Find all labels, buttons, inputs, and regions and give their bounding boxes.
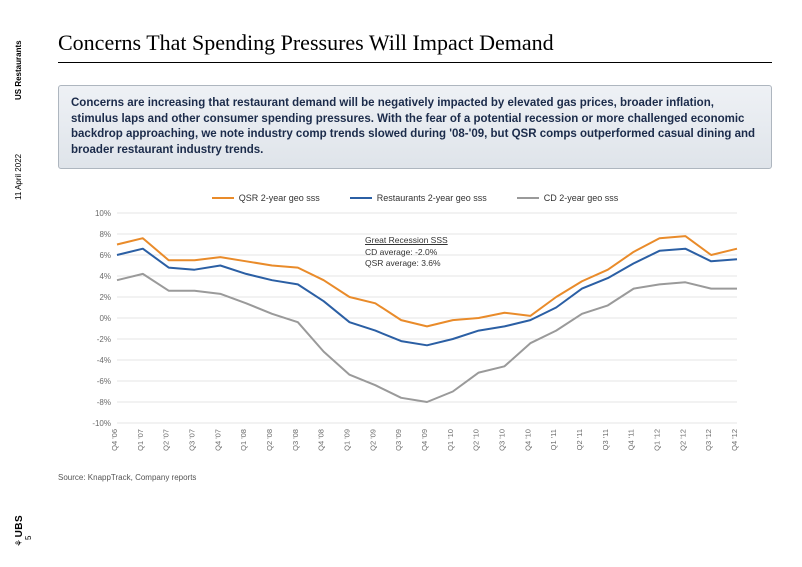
svg-text:Q2 '10: Q2 '10 <box>472 429 481 451</box>
svg-text:8%: 8% <box>99 230 111 239</box>
sidebar-logo: ⚘UBS <box>14 515 25 547</box>
chart-annotation: Great Recession SSS CD average: -2.0% QS… <box>365 235 448 269</box>
svg-text:Q3 '11: Q3 '11 <box>601 429 610 450</box>
svg-text:Q3 '07: Q3 '07 <box>188 429 197 451</box>
ubs-keys-icon: ⚘ <box>14 538 24 547</box>
svg-text:Q1 '09: Q1 '09 <box>343 429 352 451</box>
legend-swatch <box>212 197 234 199</box>
svg-text:Q4 '08: Q4 '08 <box>317 429 326 451</box>
line-chart: -10% -8% -6% -4% -2% 0% 2% 4% 6% 8% 10% Q4 '06 Q1 '0… <box>75 207 755 467</box>
svg-text:Q1 '07: Q1 '07 <box>136 429 145 451</box>
annotation-title: Great Recession SSS <box>365 235 448 245</box>
svg-text:2%: 2% <box>99 293 111 302</box>
svg-text:0%: 0% <box>99 314 111 323</box>
legend-item: QSR 2-year geo sss <box>212 193 320 203</box>
svg-text:Q4 '07: Q4 '07 <box>213 429 222 451</box>
svg-text:Q4 '12: Q4 '12 <box>730 429 739 451</box>
sidebar-page-number: 5 <box>24 536 33 540</box>
svg-text:Q3 '10: Q3 '10 <box>498 429 507 451</box>
svg-text:4%: 4% <box>99 272 111 281</box>
annotation-line-1: CD average: -2.0% <box>365 247 437 257</box>
svg-text:Q2 '09: Q2 '09 <box>368 429 377 451</box>
legend-swatch <box>517 197 539 199</box>
svg-text:Q2 '11: Q2 '11 <box>575 429 584 450</box>
sidebar-heading: US Restaurants <box>14 40 23 100</box>
svg-text:Q2 '08: Q2 '08 <box>265 429 274 451</box>
svg-text:Q1 '08: Q1 '08 <box>239 429 248 451</box>
page: US Restaurants 11 April 2022 ⚘UBS 5 Conc… <box>0 0 802 567</box>
svg-text:Q3 '08: Q3 '08 <box>291 429 300 451</box>
svg-text:-4%: -4% <box>97 356 111 365</box>
legend-label: CD 2-year geo sss <box>544 193 619 203</box>
svg-text:Q2 '07: Q2 '07 <box>162 429 171 451</box>
chart-legend: QSR 2-year geo sss Restaurants 2-year geo… <box>58 193 772 203</box>
svg-text:Q4 '11: Q4 '11 <box>627 429 636 450</box>
main-content: Concerns That Spending Pressures Will Im… <box>58 30 772 543</box>
svg-text:Q4 '10: Q4 '10 <box>523 429 532 451</box>
page-title: Concerns That Spending Pressures Will Im… <box>58 30 772 63</box>
left-sidebar: US Restaurants 11 April 2022 ⚘UBS 5 <box>0 0 40 567</box>
svg-text:10%: 10% <box>95 209 111 218</box>
chart-source: Source: KnappTrack, Company reports <box>58 473 772 482</box>
svg-text:Q1 '11: Q1 '11 <box>549 429 558 450</box>
legend-item: Restaurants 2-year geo sss <box>350 193 487 203</box>
svg-text:6%: 6% <box>99 251 111 260</box>
sidebar-date: 11 April 2022 <box>14 154 23 200</box>
svg-text:Q1 '12: Q1 '12 <box>653 429 662 451</box>
svg-text:Q4 '09: Q4 '09 <box>420 429 429 451</box>
annotation-line-2: QSR average: 3.6% <box>365 258 441 268</box>
svg-text:-2%: -2% <box>97 335 111 344</box>
legend-swatch <box>350 197 372 199</box>
svg-text:Q3 '09: Q3 '09 <box>394 429 403 451</box>
svg-text:-6%: -6% <box>97 377 111 386</box>
summary-callout: Concerns are increasing that restaurant … <box>58 85 772 169</box>
svg-text:-10%: -10% <box>92 419 111 428</box>
svg-text:Q3 '12: Q3 '12 <box>704 429 713 451</box>
svg-text:-8%: -8% <box>97 398 111 407</box>
legend-label: Restaurants 2-year geo sss <box>377 193 487 203</box>
legend-item: CD 2-year geo sss <box>517 193 619 203</box>
svg-text:Q2 '12: Q2 '12 <box>678 429 687 451</box>
svg-text:Q1 '10: Q1 '10 <box>446 429 455 451</box>
legend-label: QSR 2-year geo sss <box>239 193 320 203</box>
svg-text:Q4 '06: Q4 '06 <box>110 429 119 451</box>
